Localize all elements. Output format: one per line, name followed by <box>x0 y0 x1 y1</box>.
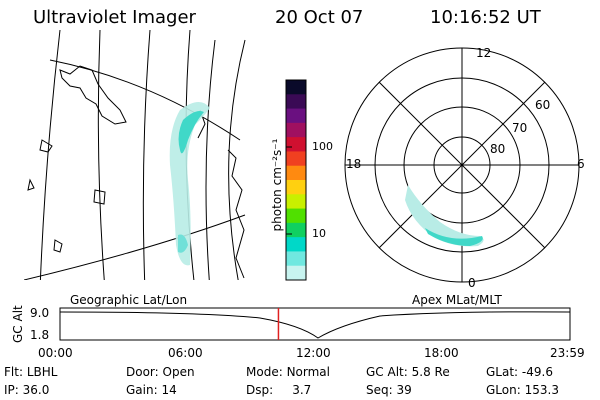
colorbar-stripe <box>286 137 306 152</box>
status-gc-alt: GC Alt: 5.8 Re <box>366 365 450 379</box>
colorbar-stripe <box>286 251 306 267</box>
mlt-label-18: 18 <box>346 157 362 171</box>
time-tick-1800: 18:00 <box>424 346 459 360</box>
mlt-label-0: 0 <box>468 276 476 290</box>
colorbar-stripe <box>286 151 306 167</box>
colorbar-stripe <box>286 194 306 210</box>
time-tick-2359: 23:59 <box>550 346 585 360</box>
status-glat: GLat: -49.6 <box>486 365 553 379</box>
status-ip: IP: 36.0 <box>4 383 50 397</box>
altitude-y-min: 1.8 <box>30 328 50 342</box>
altitude-y-max: 9.0 <box>30 306 50 320</box>
colorbar-stripe <box>286 180 306 195</box>
colorbar-stripe <box>286 208 306 224</box>
mlt-label-6: 6 <box>577 157 585 171</box>
colorbar-stripe <box>286 265 306 281</box>
colorbar-stripe <box>286 165 306 181</box>
time-tick-0000: 00:00 <box>38 346 73 360</box>
colorbar-tick-10: 10 <box>312 227 326 240</box>
lat-label-80: 80 <box>490 142 506 156</box>
status-gain: Gain: 14 <box>126 383 177 397</box>
colorbar-stripe <box>286 108 306 124</box>
status-dsp: Dsp: 3.7 <box>246 383 312 397</box>
colorbar-stripe <box>286 237 306 252</box>
time-tick-0600: 06:00 <box>168 346 203 360</box>
observation-time: 10:16:52 UT <box>430 7 541 28</box>
colorbar-stripe <box>286 94 306 110</box>
lat-label-70: 70 <box>512 121 528 135</box>
status-glon: GLon: 153.3 <box>486 383 559 397</box>
time-tick-1200: 12:00 <box>296 346 331 360</box>
colorbar-stripe <box>286 80 306 95</box>
status-mode: Mode: Normal <box>246 365 330 379</box>
lat-label-60: 60 <box>535 98 551 112</box>
instrument-title: Ultraviolet Imager <box>33 7 196 28</box>
altitude-axis-label: GC Alt <box>11 305 25 343</box>
status-seq: Seq: 39 <box>366 383 412 397</box>
left-panel-label: Geographic Lat/Lon <box>70 293 188 307</box>
status-door: Door: Open <box>126 365 195 379</box>
right-panel-label: Apex MLat/MLT <box>412 293 502 307</box>
colorbar-tick-100: 100 <box>312 140 333 153</box>
status-flt: Flt: LBHL <box>4 365 58 379</box>
mlt-label-12: 12 <box>476 46 492 60</box>
colorbar-stripe <box>286 122 306 138</box>
observation-date: 20 Oct 07 <box>275 7 364 28</box>
